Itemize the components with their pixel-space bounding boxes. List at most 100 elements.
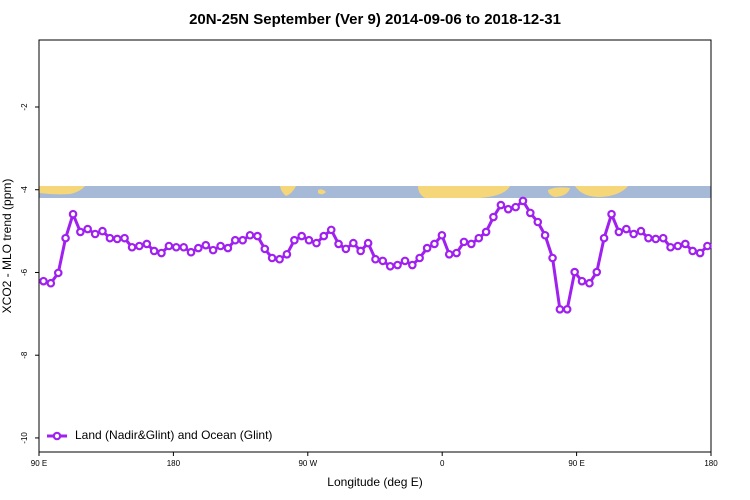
point xyxy=(585,278,594,288)
point xyxy=(356,246,365,256)
point xyxy=(171,242,181,252)
point xyxy=(577,276,587,286)
point xyxy=(61,233,70,243)
point xyxy=(238,235,247,245)
point xyxy=(245,230,255,240)
point xyxy=(378,256,388,266)
y-tick-label: -2 xyxy=(20,103,29,111)
point xyxy=(253,231,262,241)
point xyxy=(98,226,107,236)
point xyxy=(570,267,579,277)
point xyxy=(179,242,189,252)
point xyxy=(644,233,653,243)
point xyxy=(496,200,506,210)
x-tick-label: 90 E xyxy=(568,459,584,468)
point xyxy=(157,248,166,258)
point xyxy=(208,245,218,255)
point xyxy=(201,240,211,250)
point xyxy=(186,247,196,257)
point xyxy=(267,253,277,263)
point xyxy=(555,304,565,314)
point xyxy=(681,239,690,249)
point xyxy=(371,254,380,264)
point xyxy=(622,224,631,234)
x-tick-label: 180 xyxy=(167,459,181,468)
point xyxy=(503,204,513,214)
point xyxy=(511,202,520,212)
point xyxy=(68,209,78,219)
x-tick-label: 180 xyxy=(704,459,718,468)
point xyxy=(46,278,56,288)
point xyxy=(526,208,535,218)
point xyxy=(437,230,447,240)
point xyxy=(112,234,122,244)
point xyxy=(400,256,410,266)
point xyxy=(629,229,638,239)
point xyxy=(275,254,284,264)
x-tick-label: 0 xyxy=(440,459,445,468)
point xyxy=(349,238,358,248)
point xyxy=(658,233,668,243)
point xyxy=(76,227,85,237)
point xyxy=(467,239,476,249)
point xyxy=(607,209,616,219)
point xyxy=(297,231,306,241)
point xyxy=(548,253,557,263)
point xyxy=(666,242,675,252)
point xyxy=(393,260,402,270)
x-tick-label: 90 W xyxy=(298,459,317,468)
point xyxy=(688,246,697,256)
point xyxy=(415,253,424,263)
point xyxy=(149,246,159,256)
point xyxy=(135,241,144,251)
point xyxy=(39,276,48,286)
point xyxy=(142,239,152,249)
point xyxy=(105,233,115,243)
point xyxy=(326,225,336,235)
y-axis-label: XCO2 - MLO trend (ppm) xyxy=(0,179,14,314)
point xyxy=(474,233,484,243)
point xyxy=(599,233,609,243)
point xyxy=(223,243,233,253)
point xyxy=(260,244,270,254)
point xyxy=(673,241,683,251)
point xyxy=(334,239,343,249)
y-tick-label: -10 xyxy=(20,432,29,444)
point xyxy=(120,233,129,243)
point xyxy=(164,241,174,251)
point xyxy=(562,304,572,314)
legend-label: Land (Nadir&Glint) and Ocean (Glint) xyxy=(75,428,272,442)
point xyxy=(408,260,417,270)
point xyxy=(489,212,498,222)
point xyxy=(518,196,528,206)
point xyxy=(282,249,292,259)
point xyxy=(319,231,329,241)
point xyxy=(703,241,712,251)
point xyxy=(481,227,491,237)
point xyxy=(90,229,100,239)
map-strip xyxy=(39,186,711,198)
y-tick-label: -4 xyxy=(20,186,29,194)
y-tick-label: -6 xyxy=(20,268,29,276)
point xyxy=(533,217,543,227)
point xyxy=(385,261,395,271)
point xyxy=(230,235,240,245)
point xyxy=(127,242,137,252)
point xyxy=(459,237,469,247)
x-tick-label: 90 E xyxy=(31,459,47,468)
point xyxy=(304,235,314,245)
point xyxy=(341,244,351,254)
point xyxy=(695,248,705,258)
point xyxy=(312,238,321,248)
point xyxy=(636,226,646,236)
point xyxy=(452,248,461,258)
point xyxy=(194,243,203,253)
y-tick-label: -8 xyxy=(20,351,29,359)
point xyxy=(430,239,439,249)
point xyxy=(444,249,454,259)
legend-marker xyxy=(52,431,62,441)
point xyxy=(651,234,661,244)
point xyxy=(614,227,624,237)
point xyxy=(83,224,92,234)
